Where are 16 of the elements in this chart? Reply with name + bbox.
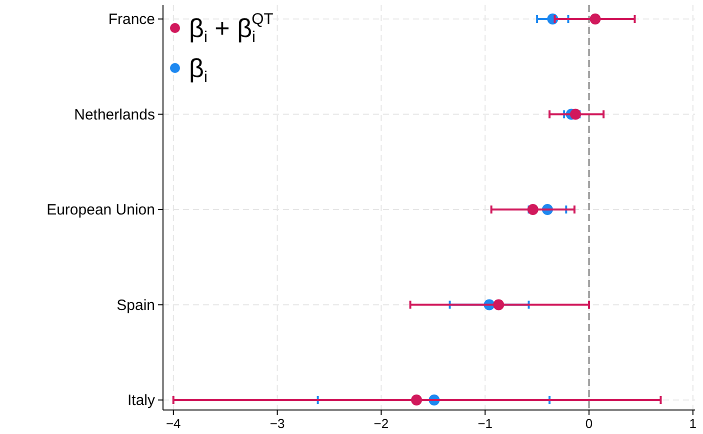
y-tick-label: Spain (116, 296, 155, 314)
legend-label: β$_{i}$ (189, 53, 208, 86)
x-tick-label: −4 (166, 416, 181, 431)
y-tick-label: Italy (127, 392, 156, 409)
x-tick-label: 1 (689, 416, 697, 431)
x-tick-label: −3 (270, 416, 285, 431)
y-tick-label: European Union (46, 202, 155, 218)
x-tick-label: −2 (374, 416, 389, 431)
x-tick-label: 0 (585, 416, 593, 431)
point (527, 204, 538, 215)
point (493, 299, 504, 310)
x-tick-label: −1 (478, 416, 493, 431)
point (590, 14, 601, 24)
y-tick-label: France (108, 11, 155, 28)
point (411, 394, 422, 406)
y-tick-label: Netherlands (74, 106, 155, 124)
